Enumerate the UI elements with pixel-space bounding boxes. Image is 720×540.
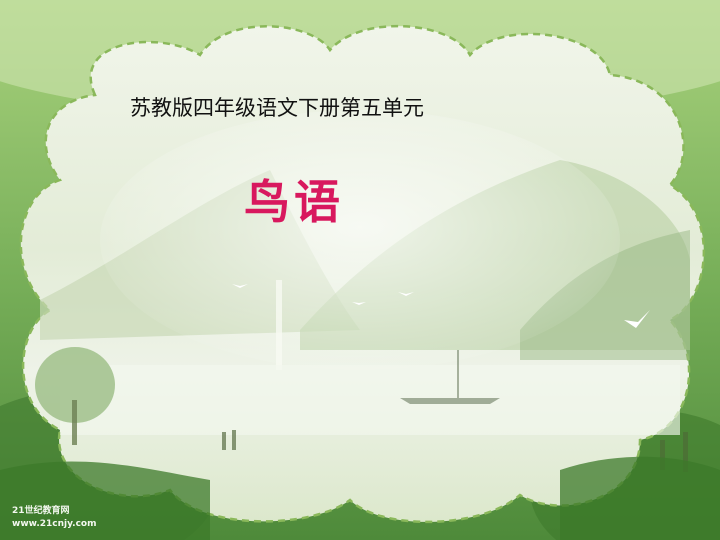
watermark-line-2: www.21cnjy.com <box>12 519 97 529</box>
watermark-line-1: 21世纪教育网 <box>12 506 70 516</box>
slide-title: 鸟语 <box>244 175 344 229</box>
watermark: 21世纪教育网 www.21cnjy.com <box>12 505 132 531</box>
slide-subtitle: 苏教版四年级语文下册第五单元 <box>130 96 424 120</box>
